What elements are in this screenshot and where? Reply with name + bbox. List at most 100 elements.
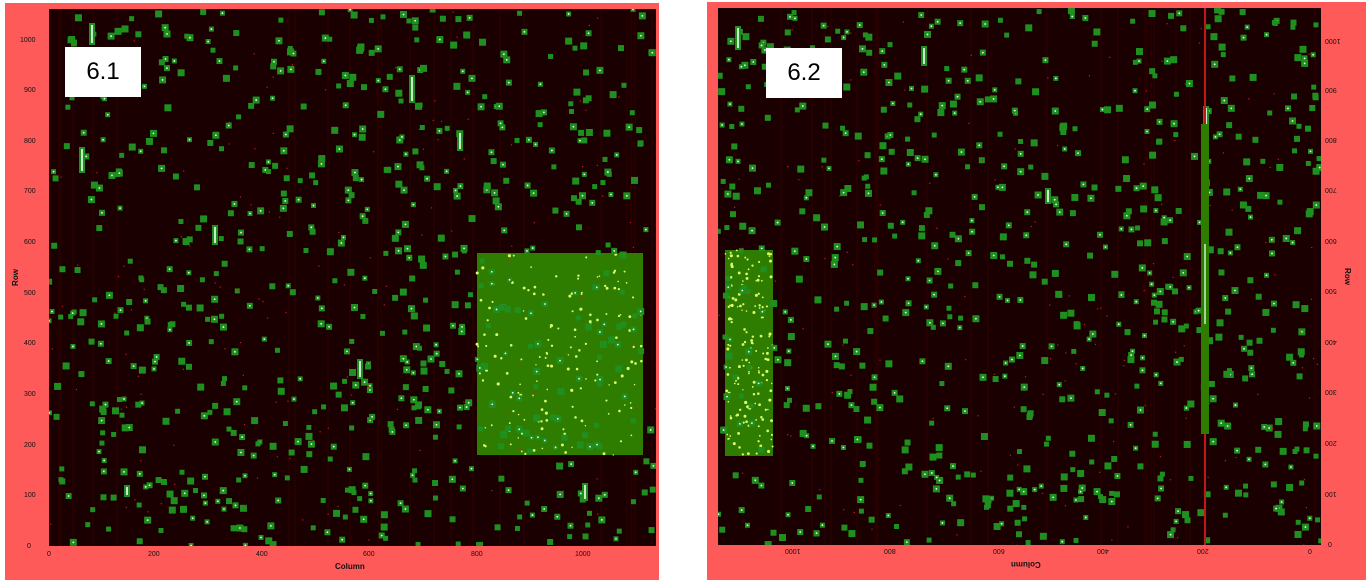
source-marker bbox=[556, 462, 564, 470]
star bbox=[959, 22, 962, 25]
source-marker bbox=[1318, 538, 1321, 544]
source-marker bbox=[1067, 8, 1075, 15]
star bbox=[1188, 286, 1190, 289]
source-marker bbox=[1292, 148, 1298, 154]
star bbox=[1280, 501, 1283, 503]
star bbox=[1234, 289, 1236, 292]
star bbox=[584, 425, 587, 427]
source-marker bbox=[1235, 133, 1242, 140]
noise bbox=[1231, 209, 1233, 211]
star bbox=[947, 365, 950, 368]
source-marker bbox=[1290, 24, 1296, 30]
source-marker bbox=[385, 166, 392, 173]
noise bbox=[133, 40, 135, 42]
star bbox=[399, 502, 402, 505]
noise bbox=[787, 166, 789, 168]
star bbox=[617, 287, 620, 291]
star bbox=[769, 389, 773, 393]
source-marker bbox=[547, 538, 554, 545]
star bbox=[905, 541, 908, 544]
star bbox=[941, 104, 944, 107]
source-marker bbox=[419, 125, 425, 131]
star bbox=[952, 465, 954, 468]
source-marker bbox=[1023, 465, 1031, 473]
star bbox=[1176, 361, 1178, 363]
source-marker bbox=[1073, 322, 1081, 330]
star bbox=[332, 445, 335, 448]
star bbox=[369, 492, 372, 495]
source-marker bbox=[719, 526, 726, 533]
source-marker bbox=[100, 494, 107, 501]
star bbox=[166, 67, 168, 70]
source-marker bbox=[1301, 305, 1309, 313]
star bbox=[756, 278, 760, 282]
source-marker bbox=[567, 534, 573, 540]
noise bbox=[582, 320, 585, 322]
star bbox=[360, 178, 363, 181]
star bbox=[1101, 108, 1104, 111]
star bbox=[144, 299, 147, 302]
source-marker bbox=[379, 330, 385, 336]
source-marker bbox=[1172, 288, 1179, 295]
star bbox=[484, 426, 487, 429]
noise bbox=[143, 288, 145, 290]
star bbox=[346, 350, 348, 353]
noise bbox=[850, 374, 852, 376]
star bbox=[1285, 237, 1288, 240]
source-marker bbox=[1218, 269, 1225, 276]
star bbox=[1082, 183, 1085, 186]
source-marker bbox=[58, 314, 64, 320]
source-marker bbox=[175, 408, 181, 414]
star bbox=[550, 149, 553, 152]
noise bbox=[1034, 221, 1036, 223]
source-marker bbox=[603, 129, 611, 137]
source-marker bbox=[1206, 337, 1214, 345]
star bbox=[651, 51, 654, 54]
star bbox=[729, 251, 732, 254]
source-marker bbox=[412, 477, 418, 483]
noise bbox=[790, 435, 792, 437]
noise bbox=[871, 528, 873, 530]
star bbox=[1153, 294, 1156, 297]
star bbox=[1292, 362, 1295, 364]
source-marker bbox=[164, 104, 172, 112]
y-axis-title: Row bbox=[10, 269, 20, 286]
source-marker bbox=[412, 468, 418, 474]
source-marker bbox=[565, 37, 573, 45]
source-marker bbox=[392, 294, 399, 301]
source-marker bbox=[1262, 308, 1270, 316]
star bbox=[461, 70, 464, 73]
source-marker bbox=[327, 36, 333, 42]
noise bbox=[842, 344, 844, 346]
source-marker bbox=[200, 215, 208, 223]
star bbox=[554, 446, 557, 449]
source-marker bbox=[725, 352, 733, 360]
source-marker bbox=[410, 312, 418, 320]
source-marker bbox=[65, 104, 71, 110]
star bbox=[502, 163, 504, 166]
star bbox=[997, 186, 999, 189]
source-marker bbox=[797, 165, 805, 173]
star bbox=[214, 134, 217, 137]
star bbox=[1248, 458, 1250, 461]
noise bbox=[1308, 53, 1310, 55]
star bbox=[498, 105, 501, 108]
star bbox=[580, 291, 583, 294]
noise bbox=[626, 445, 628, 447]
star bbox=[52, 170, 55, 173]
star bbox=[567, 354, 570, 356]
star bbox=[628, 329, 632, 332]
star bbox=[770, 433, 774, 436]
source-marker bbox=[1296, 373, 1303, 380]
image-field[interactable] bbox=[49, 9, 656, 546]
star bbox=[240, 451, 242, 454]
star bbox=[259, 209, 262, 212]
source-marker bbox=[318, 155, 326, 163]
y-tick-label: 100 bbox=[1325, 490, 1337, 497]
star bbox=[754, 479, 757, 482]
star bbox=[248, 304, 251, 307]
star bbox=[540, 408, 544, 411]
noise bbox=[253, 53, 255, 55]
star bbox=[273, 473, 276, 476]
source-marker bbox=[517, 514, 523, 520]
